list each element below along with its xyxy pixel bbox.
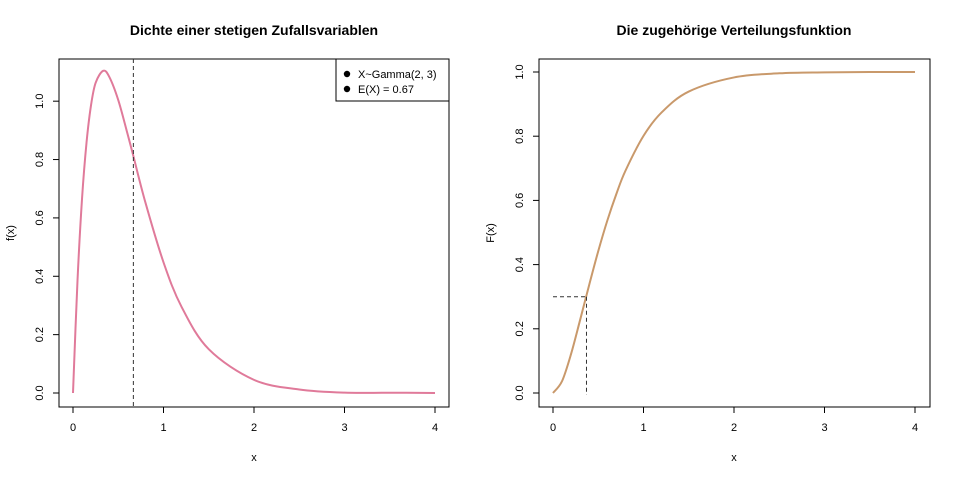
- cdf-series-line: [552, 70, 916, 394]
- legend-entry-expectation: E(X) = 0.67: [358, 84, 414, 96]
- cdf-x-tick-label: 3: [821, 422, 827, 434]
- density-x-tick-label: 2: [251, 422, 257, 434]
- legend-entry-distribution: X~Gamma(2, 3): [358, 69, 437, 81]
- cdf-x-tick-label: 4: [912, 422, 918, 434]
- cdf-x-tick-label: 0: [550, 422, 556, 434]
- cdf-x-ticks: 0 1 2 3 4: [550, 407, 918, 434]
- legend-bullet-icon: [343, 70, 351, 78]
- density-series-line: [72, 69, 436, 394]
- density-y-tick-label: 0.8: [34, 152, 46, 167]
- density-y-tick-label: 0.6: [34, 210, 46, 225]
- density-y-tick-label: 0.0: [34, 385, 46, 400]
- density-x-ticks: 0 1 2 3 4: [70, 407, 438, 434]
- density-y-ticks: 0.0 0.2 0.4 0.6 0.8 1.0: [34, 94, 59, 401]
- cdf-series: [552, 70, 916, 394]
- cdf-y-tick-label: 0.8: [514, 129, 526, 144]
- density-y-tick-label: 0.4: [34, 269, 46, 284]
- cdf-y-tick-label: 0.4: [514, 257, 526, 272]
- density-y-tick-label: 1.0: [34, 94, 46, 109]
- cdf-plot-frame: [538, 58, 931, 408]
- cdf-marker-lines: [553, 296, 587, 395]
- cdf-y-ticks: 0.0 0.2 0.4 0.6 0.8 1.0: [514, 64, 539, 401]
- density-y-axis-label: f(x): [5, 225, 17, 241]
- cdf-y-axis-label: F(x): [485, 223, 497, 243]
- cdf-y-tick-label: 0.2: [514, 321, 526, 336]
- density-x-tick-label: 4: [432, 422, 438, 434]
- cdf-plot-title: Die zugehörige Verteilungsfunktion: [617, 22, 852, 38]
- density-plot: Dichte einer stetigen Zufallsvariablen x…: [5, 22, 450, 464]
- cdf-y-tick-label: 0.6: [514, 193, 526, 208]
- density-plot-frame: [58, 58, 450, 408]
- density-x-axis-label: x: [251, 452, 257, 464]
- density-plot-title: Dichte einer stetigen Zufallsvariablen: [130, 22, 378, 38]
- density-x-tick-label: 1: [160, 422, 166, 434]
- cdf-y-tick-label: 1.0: [514, 64, 526, 79]
- density-x-tick-label: 3: [341, 422, 347, 434]
- cdf-x-tick-label: 2: [731, 422, 737, 434]
- cdf-x-tick-label: 1: [640, 422, 646, 434]
- cdf-x-axis-label: x: [731, 452, 737, 464]
- legend-bullet-icon: [343, 85, 351, 93]
- legend: X~Gamma(2, 3) E(X) = 0.67: [335, 58, 450, 102]
- cdf-y-tick-label: 0.0: [514, 385, 526, 400]
- density-series: [72, 69, 436, 394]
- legend-box: [335, 58, 450, 102]
- density-y-tick-label: 0.2: [34, 327, 46, 342]
- cdf-plot: Die zugehörige Verteilungsfunktion x F(x…: [485, 22, 931, 464]
- density-x-tick-label: 0: [70, 422, 76, 434]
